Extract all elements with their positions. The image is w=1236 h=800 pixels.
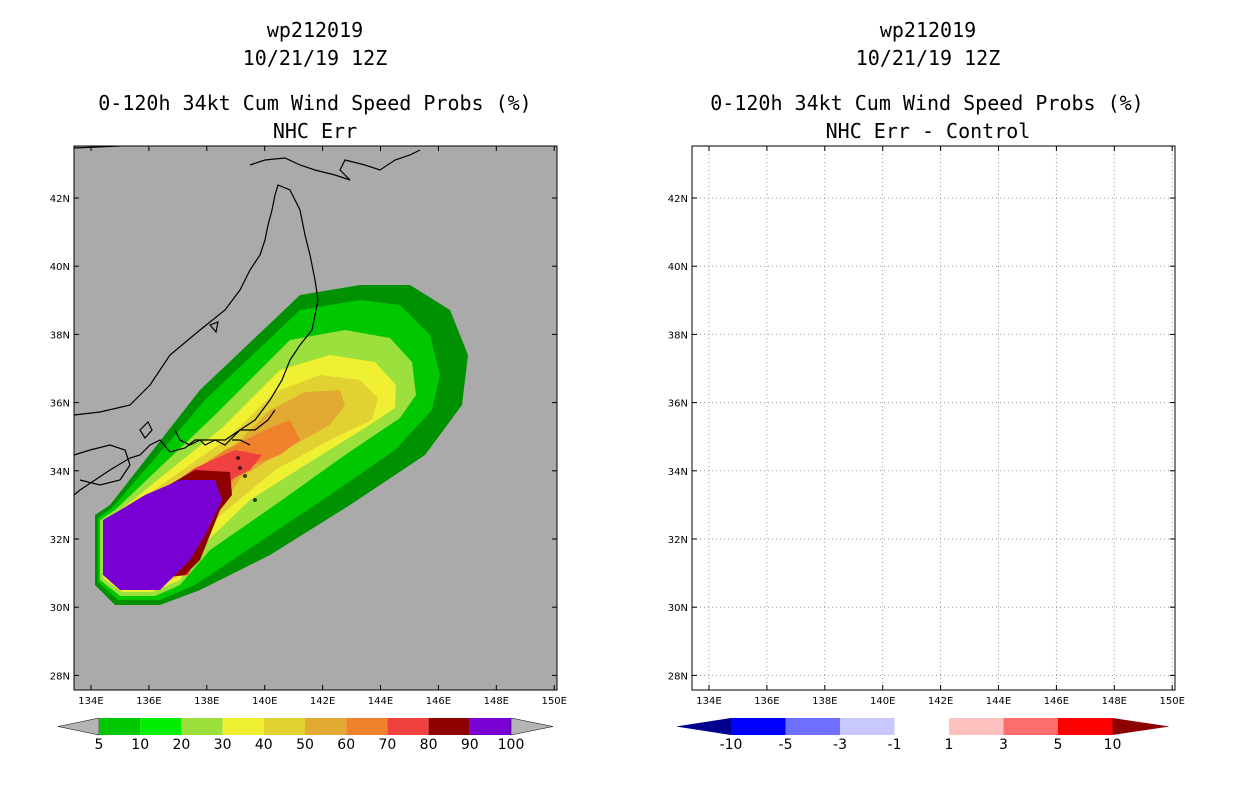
left-experiment-title: NHC Err [272, 119, 358, 143]
colorbar-above-triangle [1112, 718, 1170, 735]
colorbar-swatch [346, 718, 388, 735]
colorbar-swatch [469, 718, 511, 735]
right-lon-label: 134E [696, 696, 721, 707]
right-lat-label: 36N [668, 399, 688, 410]
colorbar-swatch [785, 718, 840, 735]
left-lon-label: 150E [541, 696, 566, 707]
right-map-background [692, 146, 1175, 690]
right-lat-label: 34N [668, 467, 688, 478]
left-product-title: 0-120h 34kt Cum Wind Speed Probs (%) [98, 91, 532, 115]
colorbar-swatch [731, 718, 786, 735]
colorbar-label: 90 [461, 737, 479, 753]
colorbar-label: -5 [779, 737, 793, 753]
left-coastline [74, 146, 421, 502]
right-lat-label: 40N [668, 262, 688, 273]
colorbar-label: -3 [833, 737, 847, 753]
left-lon-label: 144E [368, 696, 393, 707]
right-lon-label: 148E [1102, 696, 1127, 707]
right-lat-label: 30N [668, 603, 688, 614]
left-lon-label: 146E [426, 696, 451, 707]
colorbar-label: 3 [999, 737, 1008, 753]
left-lon-label: 140E [252, 696, 277, 707]
left-datetime: 10/21/19 12Z [242, 46, 388, 70]
right-storm-id: wp212019 [879, 18, 977, 42]
right-lon-label: 136E [754, 696, 779, 707]
right-lon-label: 146E [1044, 696, 1069, 707]
left-lat-label: 32N [50, 535, 70, 546]
colorbar-label: 30 [214, 737, 232, 753]
colorbar-label: 10 [1104, 737, 1122, 753]
prob-band-90-100 [103, 480, 222, 590]
colorbar-swatch [1058, 718, 1113, 735]
right-colorbar: -10 -5 -3 -1 1 3 5 10 [676, 718, 1170, 753]
right-datetime: 10/21/19 12Z [855, 46, 1001, 70]
right-lat-label: 28N [668, 671, 688, 682]
colorbar-swatch [305, 718, 347, 735]
left-lat-label: 30N [50, 603, 70, 614]
colorbar-label: 70 [378, 737, 396, 753]
colorbar-below-triangle [57, 717, 100, 736]
colorbar-swatch [263, 718, 305, 735]
left-lon-label: 136E [136, 696, 161, 707]
left-lon-label: 148E [484, 696, 509, 707]
left-map: 42N 40N 38N 36N 34N 32N 30N 28N 134E 136E 138E 140E… [50, 145, 567, 707]
colorbar-label: 5 [95, 737, 104, 753]
colorbar-label: 5 [1054, 737, 1063, 753]
right-experiment-title: NHC Err - Control [825, 119, 1031, 143]
colorbar-below-triangle [676, 718, 731, 735]
colorbar-swatch [140, 718, 182, 735]
colorbar-swatch [1003, 718, 1058, 735]
left-lat-label: 34N [50, 467, 70, 478]
left-lat-label: 42N [50, 194, 70, 205]
colorbar-label: -1 [888, 737, 902, 753]
colorbar-label: 40 [255, 737, 273, 753]
colorbar-swatch [181, 718, 223, 735]
left-lat-label: 36N [50, 399, 70, 410]
colorbar-label: -10 [720, 737, 743, 753]
right-lat-label: 38N [668, 330, 688, 341]
left-colorbar: 5 10 20 30 40 50 60 70 80 90 100 [57, 717, 554, 753]
colorbar-label: 80 [420, 737, 438, 753]
right-lon-label: 140E [870, 696, 895, 707]
colorbar-label: 50 [296, 737, 314, 753]
left-lat-label: 38N [50, 330, 70, 341]
colorbar-swatch [99, 718, 141, 735]
right-product-title: 0-120h 34kt Cum Wind Speed Probs (%) [710, 91, 1144, 115]
colorbar-label: 1 [945, 737, 954, 753]
right-grid [692, 146, 1175, 690]
colorbar-swatch [949, 718, 1004, 735]
colorbar-swatch [222, 718, 264, 735]
colorbar-above-triangle [510, 717, 554, 736]
right-lat-label: 42N [668, 194, 688, 205]
right-lon-label: 138E [812, 696, 837, 707]
left-lon-label: 142E [310, 696, 335, 707]
left-axis-ticks: 42N 40N 38N 36N 34N 32N 30N 28N 134E 136E 138E 140E… [50, 146, 567, 707]
colorbar-swatch [387, 718, 429, 735]
colorbar-label: 100 [498, 737, 525, 753]
right-lon-label: 144E [986, 696, 1011, 707]
colorbar-label: 20 [172, 737, 190, 753]
left-storm-id: wp212019 [266, 18, 364, 42]
colorbar-swatch [428, 718, 470, 735]
right-lat-label: 32N [668, 535, 688, 546]
colorbar-swatch [894, 718, 949, 735]
right-lon-label: 142E [928, 696, 953, 707]
left-lon-label: 138E [194, 696, 219, 707]
right-axis-ticks: 42N 40N 38N 36N 34N 32N 30N 28N 134E 136E 138E 140E… [668, 146, 1185, 707]
left-lon-label: 134E [78, 696, 103, 707]
left-lat-label: 40N [50, 262, 70, 273]
left-lat-label: 28N [50, 671, 70, 682]
colorbar-label: 60 [337, 737, 355, 753]
colorbar-swatch [840, 718, 895, 735]
colorbar-label: 10 [131, 737, 149, 753]
right-lon-label: 150E [1159, 696, 1184, 707]
